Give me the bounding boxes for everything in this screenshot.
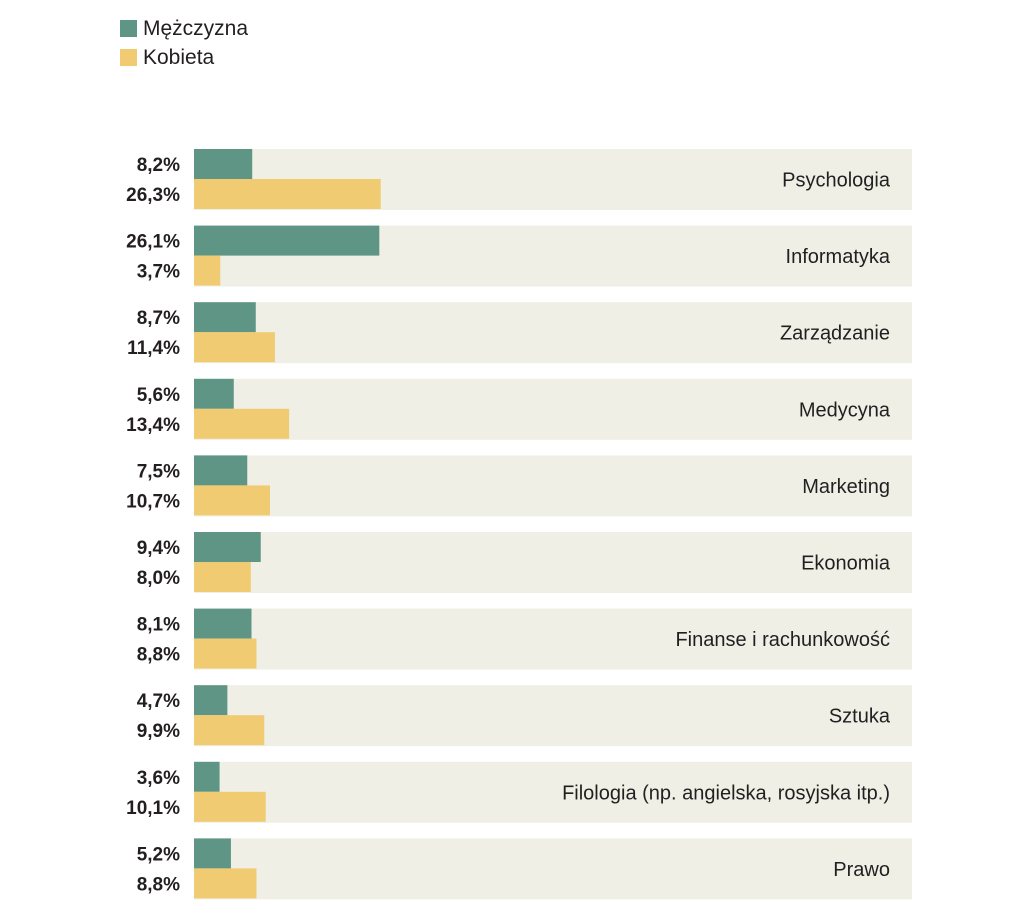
data-label-female: 8,0% <box>137 568 180 589</box>
row-background <box>194 455 912 517</box>
legend-item-male: Mężczyzna <box>120 14 248 43</box>
data-label-male: 8,2% <box>137 155 180 176</box>
row-background <box>194 532 912 593</box>
legend-swatch-male <box>120 20 137 37</box>
bar-female <box>194 868 257 899</box>
bar-male <box>194 608 252 639</box>
category-label: Medycyna <box>799 399 891 421</box>
row-background <box>194 608 912 670</box>
category-row: 8,2% 26,3% Psychologia <box>126 149 912 210</box>
category-row: 8,7% 11,4% Zarządzanie <box>127 302 912 364</box>
category-row: 4,7% 9,9% Sztuka <box>137 685 912 747</box>
legend-swatch-female <box>120 49 137 66</box>
legend-label-male: Mężczyzna <box>143 16 249 40</box>
category-label: Finanse i rachunkowość <box>675 629 890 651</box>
bar-male <box>194 455 248 486</box>
bar-male <box>194 685 228 716</box>
data-label-female: 13,4% <box>126 415 180 436</box>
category-label: Informatyka <box>786 246 891 268</box>
category-label: Ekonomia <box>801 553 891 575</box>
category-label: Zarządzanie <box>780 323 890 345</box>
data-label-female: 10,7% <box>126 491 180 512</box>
category-label: Sztuka <box>829 706 891 728</box>
category-row: 9,4% 8,0% Ekonomia <box>137 532 912 593</box>
data-label-female: 8,8% <box>137 645 180 666</box>
bar-male <box>194 225 380 256</box>
bar-female <box>194 255 221 286</box>
bar-male <box>194 378 234 409</box>
bar-male <box>194 761 220 792</box>
bar-female <box>194 562 251 592</box>
bar-male <box>194 838 231 869</box>
bar-female <box>194 332 275 363</box>
category-label: Marketing <box>802 476 890 498</box>
bar-male <box>194 149 253 179</box>
legend: Mężczyzna Kobieta <box>120 14 248 72</box>
data-label-male: 5,2% <box>137 844 180 865</box>
row-background <box>194 302 912 364</box>
bar-female <box>194 408 290 439</box>
category-row: 7,5% 10,7% Marketing <box>126 455 912 517</box>
data-label-female: 3,7% <box>137 262 180 283</box>
data-label-male: 9,4% <box>137 538 180 559</box>
category-row: 26,1% 3,7% Informatyka <box>126 225 912 287</box>
category-row: 5,2% 8,8% Prawo <box>137 838 912 900</box>
data-label-male: 4,7% <box>137 691 180 712</box>
category-row: 3,6% 10,1% Filologia (np. angielska, rosyj… <box>126 761 912 823</box>
data-label-male: 26,1% <box>126 232 180 253</box>
bar-female <box>194 179 381 209</box>
row-background <box>194 378 912 440</box>
data-label-female: 9,9% <box>137 721 180 742</box>
bar-female <box>194 715 265 746</box>
bar-male <box>194 532 261 562</box>
data-label-male: 5,6% <box>137 385 180 406</box>
category-row: 8,1% 8,8% Finanse i rachunkowość <box>137 608 912 670</box>
data-label-male: 8,7% <box>137 308 180 329</box>
bar-female <box>194 638 257 669</box>
bar-female <box>194 485 270 516</box>
category-row: 5,6% 13,4% Medycyna <box>126 378 912 440</box>
data-label-male: 7,5% <box>137 461 180 482</box>
data-label-male: 3,6% <box>137 768 180 789</box>
legend-item-female: Kobieta <box>120 43 248 72</box>
data-label-female: 26,3% <box>126 185 180 206</box>
legend-label-female: Kobieta <box>143 45 215 69</box>
bar-male <box>194 302 256 333</box>
category-label: Psychologia <box>782 170 891 192</box>
row-background <box>194 685 912 747</box>
category-label: Prawo <box>833 859 890 881</box>
category-label: Filologia (np. angielska, rosyjska itp.) <box>562 782 890 804</box>
bar-female <box>194 791 266 822</box>
data-label-female: 10,1% <box>126 798 180 819</box>
data-label-female: 11,4% <box>127 338 180 359</box>
data-label-female: 8,8% <box>137 874 180 895</box>
row-background <box>194 761 912 823</box>
row-background <box>194 838 912 900</box>
data-label-male: 8,1% <box>137 615 180 636</box>
